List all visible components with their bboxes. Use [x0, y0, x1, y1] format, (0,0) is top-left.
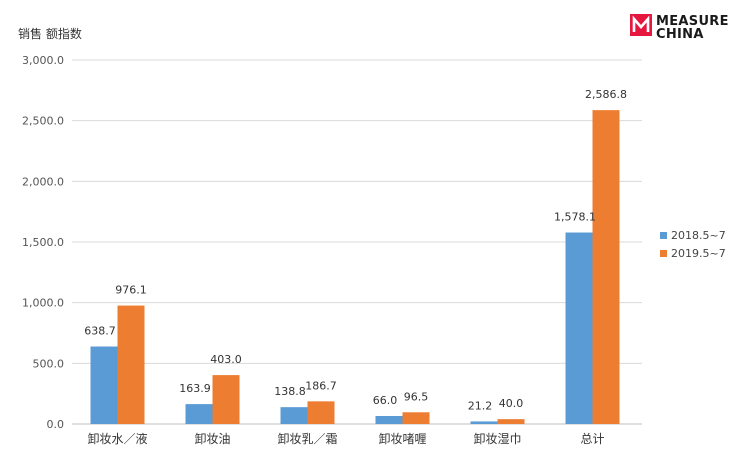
bar-series1: [375, 415, 403, 424]
data-label: 2,586.8: [585, 88, 627, 101]
category-label: 总计: [580, 432, 604, 446]
logo-mark-icon: [630, 14, 652, 36]
bar-series2: [117, 305, 145, 424]
data-label: 138.8: [274, 385, 306, 398]
bar-series1: [565, 232, 593, 424]
legend-swatch: [660, 232, 667, 239]
category-label: 卸妆湿巾: [473, 431, 521, 446]
data-label: 1,578.1: [554, 211, 596, 224]
data-labels: 638.7 976.1 163.9 403.0 138.8 186.7 66.0 96.5 21…: [84, 88, 627, 412]
category-label: 卸妆啫喱: [378, 431, 426, 446]
bar-series1: [470, 421, 498, 424]
data-label: 403.0: [210, 353, 242, 366]
category-labels: 卸妆水／液 卸妆油 卸妆乳／霜 卸妆啫喱 卸妆湿巾 总计: [87, 431, 604, 446]
data-label: 21.2: [468, 399, 493, 412]
y-tick-label: 1,500.0: [22, 236, 64, 249]
y-tick-label: 0.0: [47, 418, 65, 431]
data-label: 96.5: [404, 390, 429, 403]
data-label: 976.1: [115, 284, 147, 297]
y-tick-label: 2,500.0: [22, 115, 64, 128]
y-tick-label: 500.0: [33, 357, 65, 370]
category-label: 卸妆乳／霜: [277, 431, 337, 446]
data-label: 186.7: [305, 379, 337, 392]
bars: [90, 110, 620, 424]
legend: 2018.5~7 2019.5~7: [660, 229, 726, 260]
gridlines: [72, 59, 642, 425]
bar-series1: [90, 346, 118, 424]
data-label: 66.0: [373, 394, 398, 407]
bar-series2: [212, 375, 240, 424]
bar-series1: [185, 404, 213, 424]
bar-series1: [280, 407, 308, 424]
data-label: 163.9: [179, 382, 211, 395]
legend-label: 2019.5~7: [671, 247, 726, 260]
y-tick-label: 2,000.0: [22, 175, 64, 188]
bar-series2: [592, 110, 620, 424]
bar-series2: [402, 412, 430, 424]
y-tick-label: 3,000.0: [22, 54, 64, 67]
logo-text-line1: MEASURE: [656, 14, 729, 29]
bar-series2: [497, 419, 525, 424]
data-label: 638.7: [84, 325, 116, 338]
brand-logo: MEASURE CHINA: [630, 14, 729, 42]
category-label: 卸妆油: [194, 431, 230, 446]
bar-series2: [307, 401, 335, 424]
legend-label: 2018.5~7: [671, 229, 726, 242]
category-label: 卸妆水／液: [87, 431, 147, 446]
y-axis-title: 销售 额指数: [18, 26, 82, 41]
y-tick-label: 1,000.0: [22, 297, 64, 310]
data-label: 40.0: [499, 397, 524, 410]
legend-swatch: [660, 250, 667, 257]
logo-text-line2: CHINA: [656, 27, 704, 42]
y-tick-labels: 0.0 500.0 1,000.0 1,500.0 2,000.0 2,500.0 3,00…: [22, 54, 64, 431]
